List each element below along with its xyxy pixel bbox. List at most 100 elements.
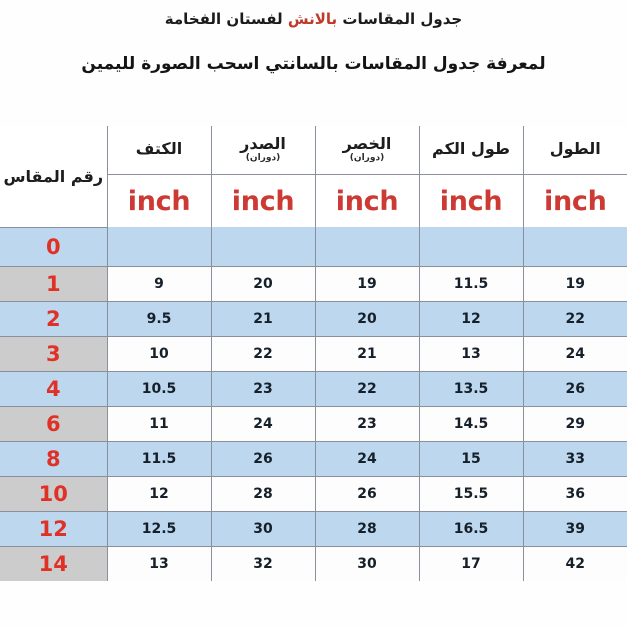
- measurement-cell: 13: [418, 335, 524, 372]
- measurement-cell: 13.5: [418, 370, 524, 407]
- size-number-cell: 2: [0, 300, 108, 337]
- measurement-cell: 24: [210, 405, 316, 442]
- measurement-cell: 16.5: [418, 510, 524, 547]
- measurement-cell: 10.5: [106, 370, 212, 407]
- measurement-cell: 28: [314, 510, 420, 547]
- measurement-cell: 12.5: [106, 510, 212, 547]
- measurement-cell: 22: [314, 370, 420, 407]
- measurement-cell: 10: [106, 335, 212, 372]
- measurement-cell: 14.5: [418, 405, 524, 442]
- title-accent-unit: بالانش: [287, 10, 338, 28]
- measurement-cell: 12: [106, 475, 212, 512]
- size-number-cell: 12: [0, 510, 108, 547]
- column-header-shoulder: الكتف: [106, 126, 212, 175]
- unit-label: inch: [335, 185, 399, 217]
- measurement-cell: [210, 227, 316, 267]
- column-unit-shoulder: inch: [107, 174, 212, 227]
- measurement-cell: 19: [522, 265, 627, 302]
- measurement-cell: 13: [106, 545, 212, 581]
- table-row: 29 14.5 23 24 11 6: [0, 405, 627, 442]
- unit-label: inch: [231, 185, 295, 217]
- measurement-cell: 21: [210, 300, 316, 337]
- table-row: 36 15.5 26 28 12 10: [0, 475, 627, 512]
- column-header-length: الطول: [522, 126, 627, 175]
- column-header-label: الخصر: [342, 134, 392, 154]
- column-unit-chest: inch: [210, 174, 316, 227]
- measurement-cell: [106, 227, 212, 267]
- column-unit-sleeve-length: inch: [418, 174, 524, 227]
- size-number-cell: 1: [0, 265, 108, 302]
- column-header-label: الطول: [549, 139, 601, 159]
- measurement-cell: 11.5: [106, 440, 212, 477]
- table-row: 26 13.5 22 23 10.5 4: [0, 370, 627, 407]
- measurement-cell: 30: [314, 545, 420, 581]
- measurement-cell: 29: [522, 405, 627, 442]
- measurement-cell: 9.5: [106, 300, 212, 337]
- title-part-before: جدول المقاسات: [342, 10, 463, 28]
- unit-label: inch: [439, 185, 503, 217]
- table-row: 39 16.5 28 30 12.5 12: [0, 510, 627, 547]
- measurement-cell: 19: [314, 265, 420, 302]
- column-unit-waist: inch: [314, 174, 420, 227]
- measurement-cell: 28: [210, 475, 316, 512]
- page-subtitle: لمعرفة جدول المقاسات بالسانتي اسحب الصور…: [81, 54, 546, 74]
- size-number-cell: 6: [0, 405, 108, 442]
- column-header-label: طول الكم: [432, 139, 510, 159]
- measurement-cell: 42: [522, 545, 627, 581]
- measurement-cell: 39: [522, 510, 627, 547]
- table-row: 33 15 24 26 11.5 8: [0, 440, 627, 477]
- measurement-cell: 22: [210, 335, 316, 372]
- measurement-cell: 11: [106, 405, 212, 442]
- title-part-after: لفستان الفخامة: [164, 10, 283, 28]
- measurement-cell: 9: [106, 265, 212, 302]
- table-row: 19 11.5 19 20 9 1: [0, 265, 627, 302]
- measurement-cell: 15.5: [418, 475, 524, 512]
- measurement-cell: 17: [418, 545, 524, 581]
- column-header-sublabel: (دوران): [349, 153, 385, 164]
- table-row: 22 12 20 21 9.5 2: [0, 300, 627, 337]
- unit-label: inch: [127, 185, 191, 217]
- measurement-cell: 22: [522, 300, 627, 337]
- measurement-cell: 36: [522, 475, 627, 512]
- measurement-cell: [522, 227, 627, 267]
- measurement-cell: 26: [210, 440, 316, 477]
- measurement-cell: 15: [418, 440, 524, 477]
- table-row: 0: [0, 227, 627, 267]
- column-header-sublabel: (دوران): [245, 153, 281, 164]
- size-number-cell: 8: [0, 440, 108, 477]
- measurement-cell: 23: [314, 405, 420, 442]
- table-header: الطول طول الكم الخصر (دوران) الصدر (دورا…: [0, 126, 627, 228]
- table-row: 24 13 21 22 10 3: [0, 335, 627, 372]
- measurement-cell: [418, 227, 524, 267]
- measurement-cell: 12: [418, 300, 524, 337]
- measurement-cell: 33: [522, 440, 627, 477]
- measurement-cell: [314, 227, 420, 267]
- measurement-cell: 20: [210, 265, 316, 302]
- header-row-units: inch inch inch inch inch: [0, 174, 627, 227]
- size-table: الطول طول الكم الخصر (دوران) الصدر (دورا…: [0, 126, 627, 581]
- table-row: 42 17 30 32 13 14: [0, 545, 627, 581]
- measurement-cell: 23: [210, 370, 316, 407]
- size-number-cell: 14: [0, 545, 108, 581]
- column-header-sleeve-length: طول الكم: [418, 126, 524, 175]
- measurement-cell: 30: [210, 510, 316, 547]
- column-header-label: الكتف: [135, 139, 183, 159]
- unit-label: inch: [543, 185, 607, 217]
- measurement-cell: 21: [314, 335, 420, 372]
- column-header-waist: الخصر (دوران): [314, 126, 420, 175]
- size-number-cell: 4: [0, 370, 108, 407]
- column-unit-length: inch: [522, 174, 627, 227]
- size-number-cell: 0: [0, 227, 108, 267]
- table-body: 0 19 11.5 19 20 9 1 22 12 20 21 9.5 2 24 13 21 22 10 3 26 13…: [0, 227, 627, 581]
- measurement-cell: 11.5: [418, 265, 524, 302]
- column-header-size-number: رقم المقاس: [0, 126, 108, 228]
- headings-block: جدول المقاسات بالانش لفستان الفخامة لمعر…: [0, 0, 627, 77]
- measurement-cell: 32: [210, 545, 316, 581]
- size-table-wrapper: الطول طول الكم الخصر (دوران) الصدر (دورا…: [0, 126, 627, 581]
- header-row-labels: الطول طول الكم الخصر (دوران) الصدر (دورا…: [0, 126, 627, 228]
- page-title: جدول المقاسات بالانش لفستان الفخامة: [0, 7, 627, 31]
- column-header-label: الصدر: [240, 134, 286, 154]
- size-number-cell: 3: [0, 335, 108, 372]
- measurement-cell: 26: [522, 370, 627, 407]
